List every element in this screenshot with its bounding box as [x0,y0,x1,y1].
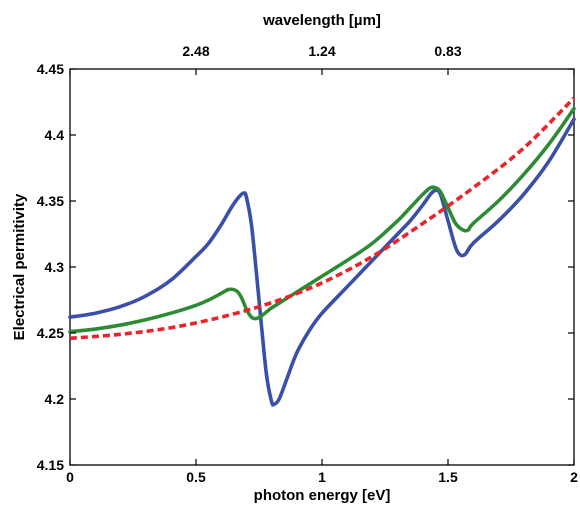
top-axis-title: wavelength [µm] [262,12,381,29]
x-tick-label: 1.5 [438,469,458,485]
y-tick-label: 4.3 [45,259,65,275]
top-tick-label: 2.48 [182,43,209,59]
series-line-blue [68,117,576,407]
plot-area-frame [69,68,575,466]
top-axis-ticks: 2.48 1.24 0.83 [182,43,461,59]
series-line-red-dashed [69,96,576,341]
x-axis-title: photon energy [eV] [254,487,391,504]
y-tick-label: 4.2 [45,391,65,407]
series-layer [68,96,576,407]
y-tick-label: 4.15 [37,457,64,473]
y-axis-title: Electrical permitivity [11,193,28,340]
y-tick-label: 4.4 [45,127,65,143]
y-tick-label: 4.25 [37,325,64,341]
top-tick-label: 1.24 [308,43,335,59]
x-tick-label: 1 [318,469,326,485]
x-tick-label: 0.5 [186,469,206,485]
x-tick-label: 0 [66,469,74,485]
y-tick-label: 4.45 [37,61,64,77]
x-tick-label: 2 [570,469,578,485]
left-axis-ticks: 4.15 4.2 4.25 4.3 4.35 4.4 4.45 [37,61,574,473]
top-tick-label: 0.83 [434,43,461,59]
y-tick-label: 4.35 [37,193,64,209]
bottom-axis-ticks: 0 0.5 1 1.5 2 [66,69,578,485]
